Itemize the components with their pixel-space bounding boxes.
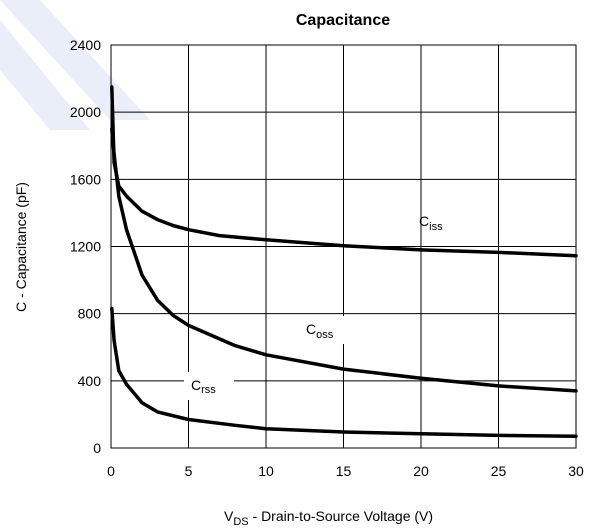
y-tick-label: 2000 xyxy=(70,104,101,120)
x-tick-label: 25 xyxy=(491,463,507,479)
series-label-crss: Crss xyxy=(191,377,216,396)
series-line-crss xyxy=(110,306,578,438)
y-tick-labels: 0 400 800 1200 1600 2000 2400 xyxy=(70,37,101,456)
x-tick-label: 10 xyxy=(258,463,274,479)
series-line-ciss xyxy=(110,85,578,258)
y-tick-label: 1200 xyxy=(70,239,101,255)
y-axis-label: C - Capacitance (pF) xyxy=(13,182,29,312)
x-tick-label: 30 xyxy=(568,463,584,479)
x-tick-label: 0 xyxy=(107,463,115,479)
series-label-ciss: Ciss xyxy=(419,213,443,233)
x-tick-label: 20 xyxy=(413,463,429,479)
series-line-coss xyxy=(110,127,578,393)
y-tick-label: 400 xyxy=(78,373,102,389)
x-tick-label: 15 xyxy=(336,463,352,479)
y-tick-label: 1600 xyxy=(70,171,101,187)
y-tick-label: 2400 xyxy=(70,37,101,53)
plot-frame xyxy=(110,44,577,449)
x-axis-label: VDS - Drain-to-Source Voltage (V) xyxy=(224,508,433,528)
x-tick-labels: 0 5 10 15 20 25 30 xyxy=(107,463,584,479)
y-tick-label: 800 xyxy=(78,306,102,322)
series-lines xyxy=(110,85,578,438)
series-label-coss: Coss xyxy=(306,321,334,341)
chart-title: Capacitance xyxy=(296,12,390,29)
y-tick-label: 0 xyxy=(93,440,101,456)
x-tick-label: 5 xyxy=(185,463,193,479)
